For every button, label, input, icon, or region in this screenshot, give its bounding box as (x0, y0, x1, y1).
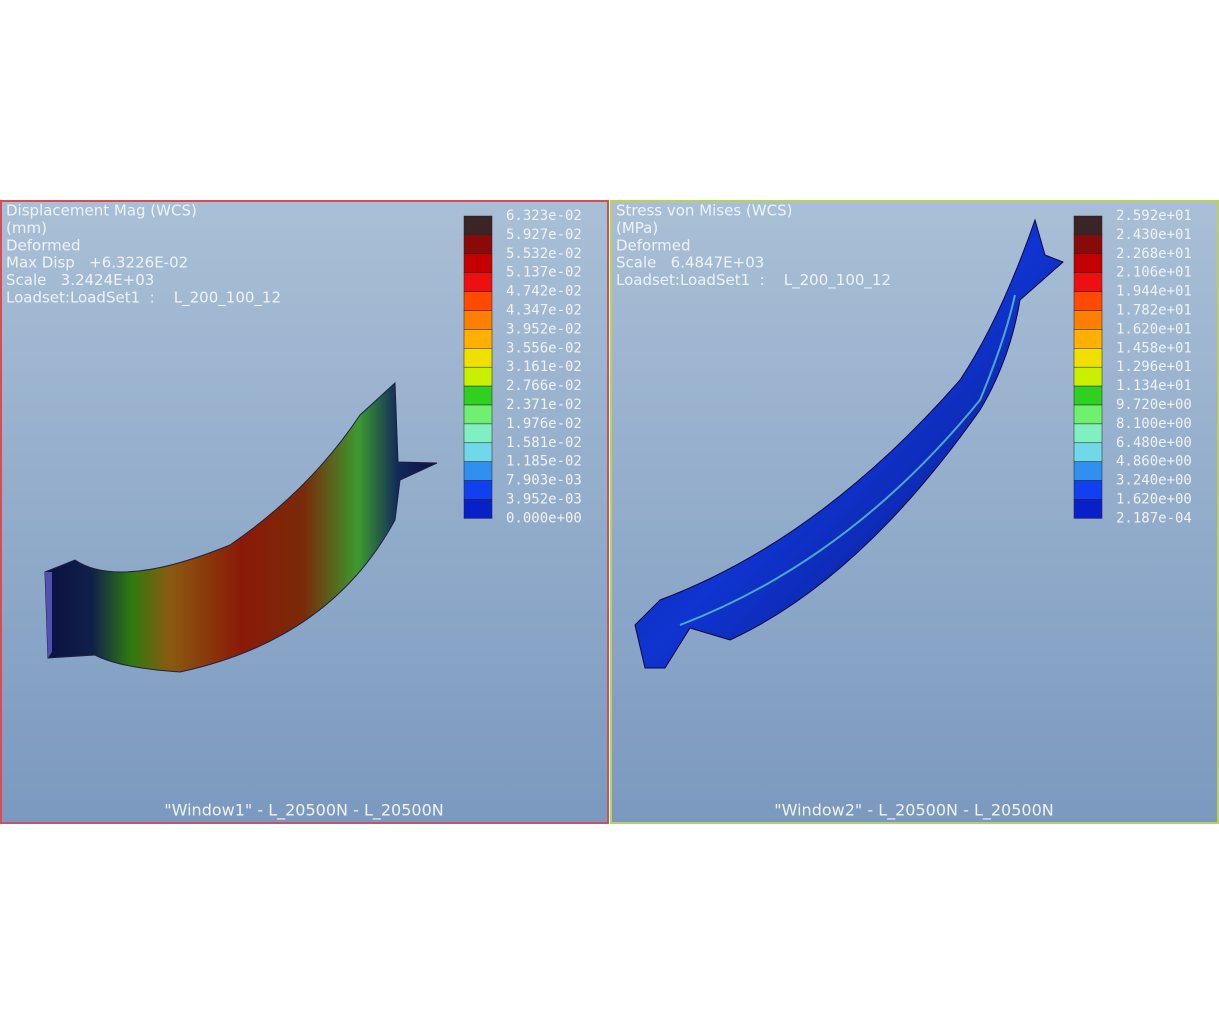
legend-band (1073, 215, 1103, 236)
legend-label: 2.592e+01 (1116, 208, 1192, 224)
model-displacement (44, 381, 438, 673)
legend-label: 0.000e+00 (506, 510, 582, 526)
legend-band (1073, 253, 1103, 273)
header-line: Loadset:LoadSet1 : L_200_100_12 (616, 271, 891, 290)
legend-label: 3.952e-02 (506, 321, 582, 337)
legend-band (463, 385, 493, 406)
window-2 (610, 200, 1219, 824)
legend-band (1073, 404, 1103, 425)
legend-label: 2.106e+01 (1116, 265, 1192, 281)
legend-band (463, 215, 493, 236)
legend-band (1073, 272, 1103, 292)
legend-label: 4.860e+00 (1116, 454, 1192, 470)
header-line: Scale 6.4847E+03 (616, 254, 764, 272)
legend-label: 2.371e-02 (506, 397, 582, 413)
header-line: Max Disp +6.3226E-02 (6, 254, 188, 272)
legend-band (463, 253, 493, 273)
legend-label: 2.187e-04 (1116, 510, 1192, 526)
legend-label: 1.296e+01 (1116, 359, 1192, 375)
legend-label: 6.323e-02 (506, 208, 582, 224)
legend-label: 1.185e-02 (506, 454, 582, 470)
legend-band (1073, 310, 1103, 330)
legend-label: 1.134e+01 (1116, 378, 1192, 394)
legend-label: 4.742e-02 (506, 284, 582, 300)
legend-band (463, 291, 493, 311)
legend-band (463, 423, 493, 444)
legend-label: 1.782e+01 (1116, 303, 1192, 319)
header-line: Deformed (6, 236, 81, 254)
legend-band (463, 442, 493, 462)
legend-band (1073, 329, 1103, 349)
legend-band (1073, 499, 1103, 519)
legend-band (1073, 291, 1103, 311)
legend-band (463, 499, 493, 519)
legend-band (1073, 385, 1103, 406)
legend-label: 9.720e+00 (1116, 397, 1192, 413)
legend-label: 1.620e+01 (1116, 321, 1192, 337)
legend-label: 2.766e-02 (506, 378, 582, 394)
legend-label: 3.240e+00 (1116, 473, 1192, 489)
legend-band (463, 348, 493, 368)
legend-label: 4.347e-02 (506, 303, 582, 319)
header-line: (mm) (6, 219, 47, 237)
legend-label: 1.581e-02 (506, 435, 582, 451)
legend-band (463, 234, 493, 255)
legend-label: 3.556e-02 (506, 340, 582, 356)
header-line: Loadset:LoadSet1 : L_200_100_12 (6, 289, 281, 308)
legend-band (463, 329, 493, 349)
legend-label: 2.268e+01 (1116, 246, 1192, 262)
stress-ridge (679, 294, 1016, 626)
window-caption: "Window1" - L_20500N - L_20500N (164, 801, 443, 821)
legend-band (1073, 442, 1103, 462)
header-line: Displacement Mag (WCS) (6, 202, 197, 220)
legend-band (1073, 234, 1103, 255)
legend-label: 8.100e+00 (1116, 416, 1192, 432)
legend-label: 5.532e-02 (506, 246, 582, 262)
legend-label: 1.620e+00 (1116, 492, 1192, 508)
legend-label: 2.430e+01 (1116, 227, 1192, 243)
legend-band (1073, 366, 1103, 387)
legend-band (1073, 461, 1103, 481)
legend-label: 5.927e-02 (506, 227, 582, 243)
legend-band (463, 366, 493, 387)
legend-label: 5.137e-02 (506, 265, 582, 281)
legend-band (463, 404, 493, 425)
legend-band (1073, 348, 1103, 368)
legend-band (463, 480, 493, 500)
legend-band (1073, 423, 1103, 444)
legend-band (1073, 480, 1103, 500)
model-edge (45, 572, 52, 658)
header-line: Scale 3.2424E+03 (6, 271, 154, 289)
header-line: Deformed (616, 236, 691, 254)
legend-label: 7.903e-03 (506, 473, 582, 489)
legend-band (463, 272, 493, 292)
window-caption: "Window2" - L_20500N - L_20500N (774, 801, 1053, 821)
legend-band (463, 310, 493, 330)
header-line: Stress von Mises (WCS) (616, 202, 792, 220)
legend-label: 6.480e+00 (1116, 435, 1192, 451)
legend-band (463, 461, 493, 481)
header-line: (MPa) (616, 219, 658, 237)
model-stress (634, 218, 1064, 669)
legend-label: 1.976e-02 (506, 416, 582, 432)
legend-label: 1.458e+01 (1116, 340, 1192, 356)
legend-label: 1.944e+01 (1116, 284, 1192, 300)
legend-label: 3.161e-02 (506, 359, 582, 375)
legend-label: 3.952e-03 (506, 492, 582, 508)
